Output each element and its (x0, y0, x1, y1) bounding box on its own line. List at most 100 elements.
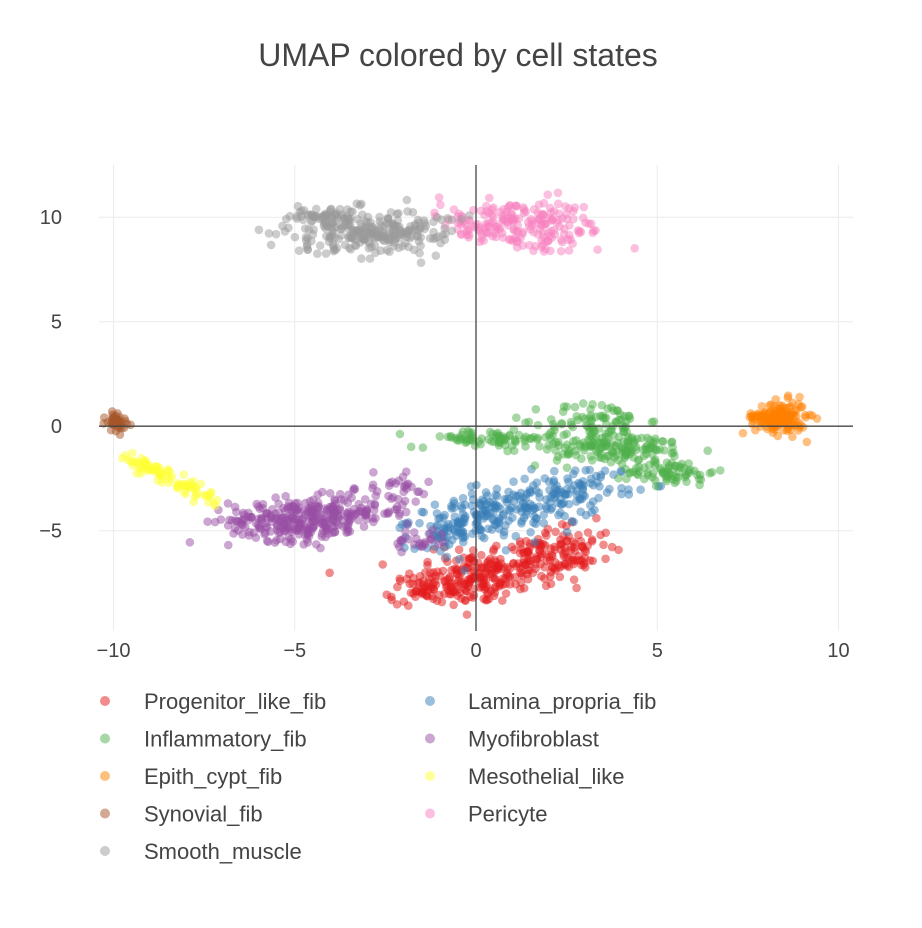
data-point (416, 258, 426, 267)
data-point (319, 517, 328, 527)
data-point (529, 246, 538, 256)
data-point (770, 401, 779, 411)
legend-item[interactable]: Mesothelial_like (425, 764, 625, 789)
data-point (466, 482, 476, 491)
data-point (501, 545, 511, 555)
legend[interactable]: Progenitor_like_fib Inflammatory_fib Epith… (100, 689, 656, 864)
data-point (587, 441, 596, 451)
data-point (175, 480, 184, 490)
data-point (585, 465, 594, 475)
data-point (142, 466, 152, 475)
data-point (572, 556, 582, 565)
data-point (316, 543, 325, 553)
data-point (449, 496, 459, 506)
x-tick-label: −5 (283, 640, 306, 662)
data-point (583, 528, 593, 537)
data-point (572, 583, 581, 593)
data-point (509, 234, 519, 244)
legend-label: Mesothelial_like (468, 764, 625, 789)
legend-label: Lamina_propria_fib (468, 689, 656, 714)
data-point (325, 233, 334, 242)
data-point (399, 597, 409, 606)
data-point (793, 418, 803, 427)
data-point (681, 470, 691, 480)
data-point (442, 552, 452, 562)
data-point (537, 220, 547, 230)
data-point (254, 225, 264, 235)
data-point (437, 597, 447, 607)
data-point (613, 438, 623, 448)
legend-item[interactable]: Inflammatory_fib (100, 727, 307, 752)
data-point (499, 509, 508, 519)
data-point (612, 417, 621, 427)
data-point (632, 434, 642, 444)
data-point (511, 201, 521, 210)
data-point (322, 213, 331, 223)
data-point (476, 550, 486, 560)
data-point (121, 416, 130, 426)
data-point (210, 501, 220, 511)
data-point (414, 487, 424, 497)
data-point (545, 572, 555, 581)
data-point (340, 240, 350, 250)
data-point (482, 227, 491, 237)
data-point (586, 501, 595, 510)
legend-marker (100, 696, 110, 706)
data-point (557, 419, 567, 429)
data-point (578, 543, 588, 552)
data-point (430, 577, 440, 587)
data-point (308, 524, 317, 533)
data-point (271, 229, 281, 239)
data-point (738, 428, 748, 438)
legend-marker (100, 808, 110, 819)
legend-item[interactable]: Myofibroblast (425, 727, 599, 752)
data-point (185, 537, 195, 547)
data-point (564, 246, 574, 255)
data-point (454, 576, 463, 586)
data-point (453, 516, 463, 526)
data-point (535, 442, 544, 451)
data-point (431, 251, 441, 261)
data-point (624, 490, 634, 499)
data-point (313, 490, 323, 500)
data-point (468, 553, 477, 562)
data-point (323, 524, 333, 534)
data-point (578, 399, 588, 408)
data-point (639, 474, 649, 484)
data-point (281, 491, 290, 501)
legend-item[interactable]: Progenitor_like_fib (100, 689, 326, 714)
data-point (528, 568, 538, 578)
data-point (754, 410, 763, 420)
legend-marker (425, 808, 435, 819)
data-point (607, 542, 617, 552)
legend-marker (425, 771, 435, 781)
data-point (568, 422, 578, 432)
series-Myofibroblast (185, 467, 448, 557)
data-point (345, 527, 355, 536)
data-point (560, 443, 570, 452)
data-point (370, 499, 380, 509)
legend-item[interactable]: Lamina_propria_fib (425, 689, 656, 714)
legend-item[interactable]: Epith_cypt_fib (100, 764, 282, 789)
data-point (550, 545, 560, 555)
data-point (533, 420, 543, 430)
data-point (423, 557, 432, 567)
data-point (392, 209, 402, 219)
data-point (426, 534, 436, 543)
legend-item[interactable]: Synovial_fib (100, 802, 263, 827)
data-point (436, 200, 445, 210)
data-point (470, 572, 479, 582)
data-point (770, 425, 780, 434)
data-point (440, 521, 449, 530)
data-point (264, 537, 273, 547)
data-point (395, 576, 405, 586)
data-point (216, 515, 226, 524)
data-point (341, 216, 351, 225)
data-point (707, 467, 717, 477)
data-point (795, 392, 804, 402)
legend-item[interactable]: Pericyte (425, 802, 547, 827)
data-point (359, 522, 369, 531)
data-point (530, 537, 540, 547)
data-point (268, 504, 277, 514)
legend-item[interactable]: Smooth_muscle (100, 839, 302, 864)
